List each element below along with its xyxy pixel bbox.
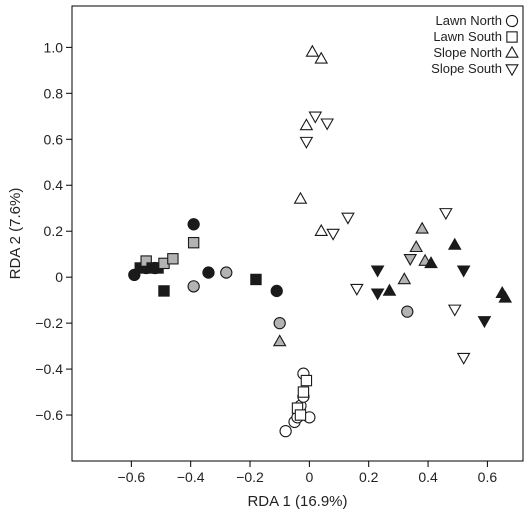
lawn-south-point xyxy=(300,374,313,387)
legend-marker-slope-north xyxy=(505,45,519,58)
legend-marker-slope-south xyxy=(505,64,519,77)
lawn-south-point xyxy=(134,262,146,274)
lawn-south-point xyxy=(167,253,179,265)
x-tick-label: −0.4 xyxy=(177,469,205,485)
slope-south-point xyxy=(456,352,471,365)
slope-south-point xyxy=(308,111,323,124)
y-tick-label: −0.6 xyxy=(35,407,63,423)
slope-north-point xyxy=(415,221,429,234)
lawn-north-point xyxy=(273,316,286,330)
x-axis-title: RDA 1 (16.9%) xyxy=(247,493,347,510)
lawn-north-point xyxy=(202,266,215,279)
plot-frame xyxy=(71,5,524,462)
lawn-south-point xyxy=(140,255,152,267)
lawn-south-point xyxy=(250,273,262,286)
data-points xyxy=(128,44,513,438)
lawn-north-point xyxy=(187,218,200,231)
slope-south-point xyxy=(370,265,385,278)
slope-north-point xyxy=(299,118,314,131)
x-tick-label: −0.6 xyxy=(118,469,146,485)
lawn-north-point xyxy=(270,284,283,298)
slope-south-point xyxy=(326,228,340,241)
slope-south-point xyxy=(350,283,364,296)
slope-north-point xyxy=(382,283,397,296)
lawn-south-point xyxy=(187,236,200,249)
x-tick-label: 0.2 xyxy=(359,469,379,485)
slope-south-point xyxy=(299,136,314,149)
y-tick-label: 0.8 xyxy=(44,85,64,101)
slope-north-point xyxy=(409,240,424,253)
slope-south-point xyxy=(447,304,462,317)
slope-north-point xyxy=(272,334,287,347)
lawn-north-point xyxy=(401,305,414,318)
lawn-north-point xyxy=(220,266,233,279)
y-tick-label: 0.6 xyxy=(44,131,64,147)
x-tick-label: 0 xyxy=(305,469,313,485)
slope-north-point xyxy=(498,290,513,303)
slope-south-point xyxy=(341,212,355,225)
y-tick-label: 1.0 xyxy=(44,39,64,55)
y-tick-label: 0 xyxy=(55,269,63,285)
lawn-north-point xyxy=(279,424,292,438)
legend-label-slope-north: Slope North xyxy=(433,45,502,60)
y-tick-label: 0.2 xyxy=(44,223,64,239)
slope-south-point xyxy=(320,118,334,131)
legend-marker-lawn-south xyxy=(506,31,518,43)
slope-south-point xyxy=(456,265,471,278)
slope-south-point xyxy=(403,254,418,267)
legend-label-lawn-south: Lawn South xyxy=(433,29,502,44)
y-tick-label: −0.2 xyxy=(35,315,63,331)
legend-marker-lawn-north xyxy=(505,14,519,28)
x-tick-label: 0.6 xyxy=(478,469,498,485)
lawn-south-point xyxy=(297,386,310,398)
x-tick-label: 0.4 xyxy=(418,469,438,485)
slope-south-point xyxy=(439,208,453,221)
slope-north-point xyxy=(397,272,412,285)
slope-north-point xyxy=(314,223,329,236)
slope-south-point xyxy=(477,316,492,329)
slope-north-point xyxy=(447,237,462,250)
y-tick-label: 0.4 xyxy=(44,177,64,193)
slope-north-point xyxy=(314,51,329,64)
slope-north-point xyxy=(424,256,438,269)
legend-label-slope-south: Slope South xyxy=(431,61,502,76)
y-axis-title: RDA 2 (7.6%) xyxy=(7,188,24,280)
lawn-south-point xyxy=(294,409,307,421)
y-tick-label: −0.4 xyxy=(35,361,63,377)
slope-north-point xyxy=(293,191,308,204)
slope-north-point xyxy=(305,44,320,57)
lawn-south-point xyxy=(158,285,170,297)
legend-label-lawn-north: Lawn North xyxy=(436,13,502,28)
slope-south-point xyxy=(370,288,385,301)
lawn-north-point xyxy=(187,280,200,293)
x-tick-label: −0.2 xyxy=(236,469,264,485)
axis-ticks: −0.6 −0.4 −0.2 0 0.2 0.4 0.6 −0.6 −0.4 −0.2 0 0.2 0.… xyxy=(35,39,497,485)
